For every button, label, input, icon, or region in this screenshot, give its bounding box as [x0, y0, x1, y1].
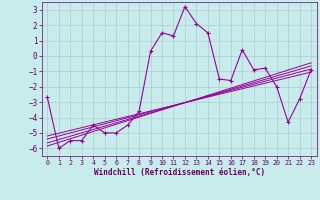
X-axis label: Windchill (Refroidissement éolien,°C): Windchill (Refroidissement éolien,°C) [94, 168, 265, 177]
